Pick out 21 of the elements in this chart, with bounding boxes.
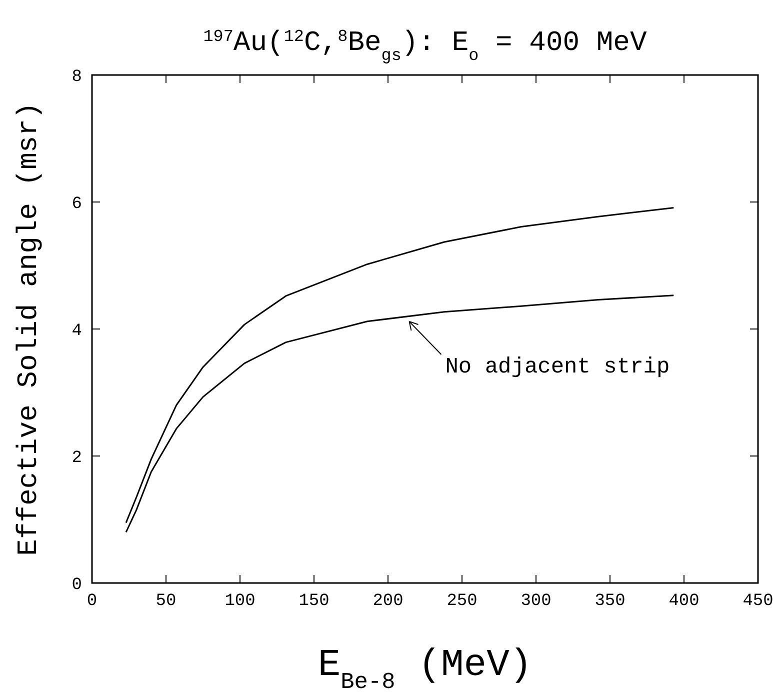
y-tick-label: 0 xyxy=(72,576,82,596)
chart-title: $^{197}$Au($^{12}$C,$^{8}$Be$_{gs}$): E$_{o}$ = 400 MeV xyxy=(203,28,647,66)
x-tick-label: 450 xyxy=(742,592,773,612)
x-tick-label: 100 xyxy=(224,592,256,612)
x-tick-label: 300 xyxy=(520,592,552,612)
x-tick-label: 0 xyxy=(86,592,98,612)
y-tick-label: 6 xyxy=(72,195,82,214)
line-series xyxy=(125,294,674,533)
y-tick-label: 2 xyxy=(72,449,82,468)
x-tick-label: 150 xyxy=(298,592,330,612)
x-axis-title: E$_{Be-8}$ (MeV) xyxy=(318,644,532,695)
x-tick-label: 200 xyxy=(372,592,404,612)
annotation: No adjacent strip xyxy=(445,354,670,380)
y-tick-label: 4 xyxy=(72,322,82,342)
x-tick-label: 250 xyxy=(446,592,478,612)
x-tick-label: 350 xyxy=(594,592,626,612)
y-tick-label: 8 xyxy=(72,68,82,88)
x-tick-label: 400 xyxy=(668,592,700,612)
x-tick-label: 50 xyxy=(156,592,176,612)
line-series xyxy=(125,206,674,524)
y-axis-title: Effective Solid angle (msr) xyxy=(14,102,45,556)
